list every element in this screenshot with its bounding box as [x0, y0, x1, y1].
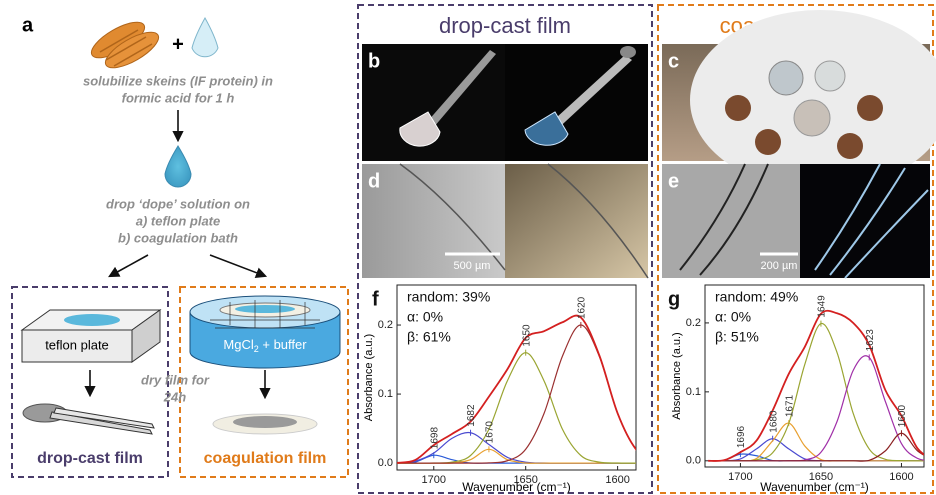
- step-text: 24h: [163, 389, 186, 404]
- step-text: dry film for: [141, 372, 210, 387]
- step-text: drop ‘dope’ solution on: [106, 196, 250, 211]
- peak-label: 1698: [429, 427, 440, 450]
- annotation: β: 61%: [407, 329, 451, 345]
- coagulation-bath: [190, 296, 340, 368]
- photo-d: [362, 164, 648, 278]
- peak-label: 1623: [865, 329, 876, 352]
- peak-label: 1671: [784, 394, 795, 417]
- panel-label: f: [372, 288, 379, 310]
- panel-label: a: [22, 14, 34, 36]
- peak-label: 1682: [466, 404, 477, 427]
- skeins-icon: [87, 15, 164, 74]
- step-text: b) coagulation bath: [118, 230, 238, 245]
- arrow: [210, 255, 265, 276]
- panel-label: c: [668, 50, 679, 72]
- coagulated-film: [213, 414, 317, 434]
- step-text: solubilize skeins (IF protein) in: [83, 73, 273, 88]
- x-tick-label: 1600: [605, 474, 629, 486]
- y-axis-label: Absorbance (a.u.): [671, 332, 683, 419]
- peak-label: 1680: [768, 410, 779, 433]
- arrow: [110, 255, 148, 276]
- x-axis-label: Wavenumber (cm⁻¹): [760, 480, 869, 494]
- y-tick-label: 0.1: [686, 386, 701, 398]
- peak-label: 1696: [736, 425, 747, 448]
- peak-label: 1649: [817, 295, 828, 318]
- figure: a + solubilize skeins (IF protein) in fo…: [0, 0, 936, 495]
- step-text: a) teflon plate: [136, 213, 221, 228]
- y-tick-label: 0.0: [686, 455, 701, 467]
- panel-label: b: [368, 50, 380, 72]
- peak-label: 1600: [897, 405, 908, 428]
- annotation: random: 49%: [715, 289, 798, 305]
- panel-label: g: [668, 288, 680, 310]
- peak-label: 1650: [521, 324, 532, 347]
- annotation: α: 0%: [407, 309, 443, 325]
- y-tick-label: 0.1: [378, 388, 393, 400]
- scale-label: 500 µm: [454, 260, 491, 272]
- box-title: drop-cast film: [37, 450, 143, 467]
- scale-label: 200 µm: [761, 260, 798, 272]
- annotation: β: 51%: [715, 329, 759, 345]
- column-header: drop-cast film: [439, 13, 571, 38]
- panel-label: d: [368, 170, 380, 192]
- x-tick-label: 1700: [422, 474, 446, 486]
- annotation: α: 0%: [715, 309, 751, 325]
- y-axis-label: Absorbance (a.u.): [363, 334, 375, 421]
- photo-b: [362, 44, 648, 161]
- annotation: random: 39%: [407, 289, 490, 305]
- bath-label: MgCl2 + buffer: [223, 337, 307, 354]
- peak-label: 1620: [576, 296, 587, 319]
- plate-label: teflon plate: [45, 337, 109, 352]
- x-axis-label: Wavenumber (cm⁻¹): [462, 480, 571, 494]
- solvent-drop: [192, 18, 218, 57]
- box-title: coagulation film: [204, 450, 327, 467]
- tweezers-film: [23, 404, 154, 434]
- panel-label: e: [668, 170, 679, 192]
- x-tick-label: 1700: [728, 471, 752, 483]
- x-tick-label: 1600: [889, 471, 913, 483]
- plus: +: [172, 33, 184, 55]
- peak-label: 1670: [485, 421, 496, 444]
- y-tick-label: 0.2: [378, 319, 393, 331]
- y-tick-label: 0.2: [686, 317, 701, 329]
- photo-c: [662, 10, 936, 190]
- y-tick-label: 0.0: [378, 457, 393, 469]
- teflon-plate: [22, 310, 160, 362]
- step-text: formic acid for 1 h: [122, 90, 235, 105]
- dope-drop: [165, 146, 191, 187]
